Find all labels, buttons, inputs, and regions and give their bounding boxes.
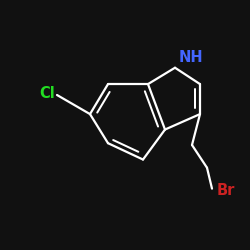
Text: Cl: Cl — [39, 86, 55, 101]
Text: Br: Br — [216, 184, 235, 198]
Text: NH: NH — [178, 50, 203, 65]
